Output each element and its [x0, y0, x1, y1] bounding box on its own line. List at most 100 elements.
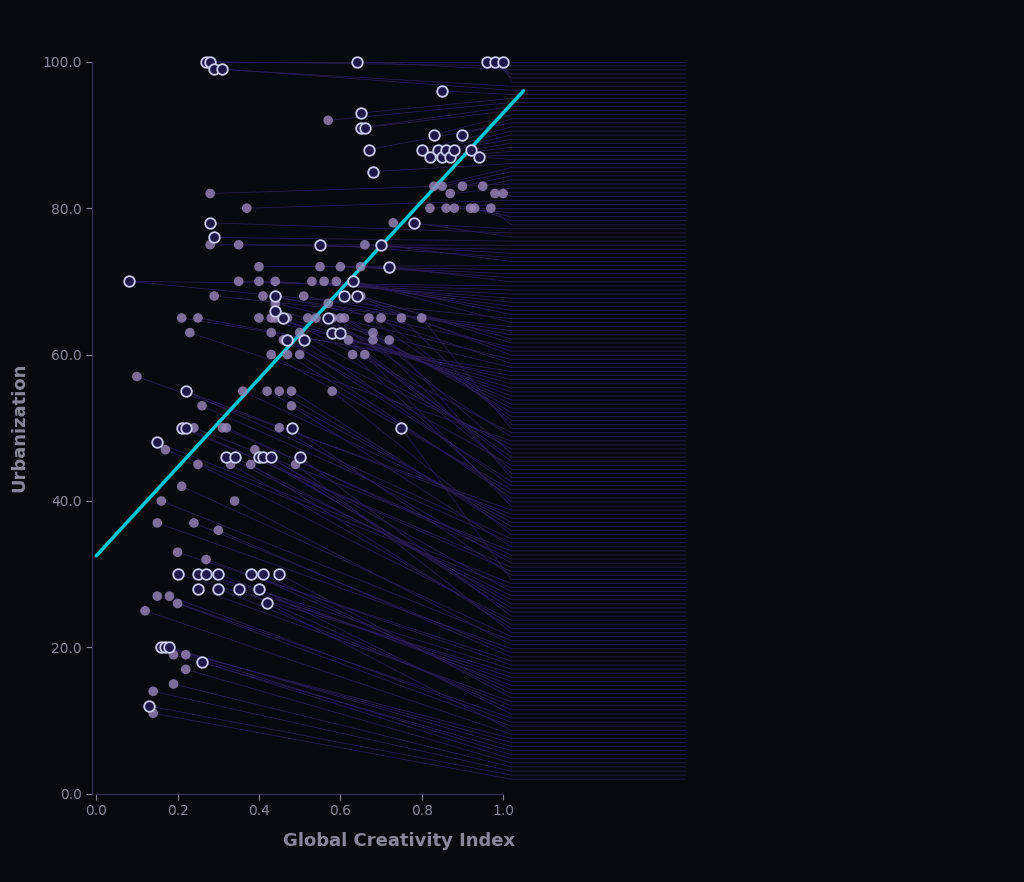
Point — [259, 385, 275, 399]
Point — [150, 436, 166, 450]
Point — [344, 274, 360, 288]
Point — [344, 348, 360, 362]
Point — [348, 289, 365, 303]
Point — [455, 128, 471, 142]
Point — [304, 274, 321, 288]
Point — [158, 443, 174, 457]
Point — [495, 186, 511, 200]
Point — [234, 385, 251, 399]
Point — [474, 179, 490, 193]
Point — [154, 640, 170, 654]
Point — [198, 552, 214, 566]
Point — [161, 589, 177, 603]
Point — [340, 333, 356, 347]
Point — [214, 62, 230, 76]
Point — [356, 237, 373, 252]
Point — [222, 457, 239, 471]
Point — [267, 289, 284, 303]
Point — [463, 143, 479, 157]
Point — [352, 106, 369, 120]
Point — [263, 311, 280, 325]
Point — [226, 450, 243, 464]
Point — [121, 274, 137, 288]
Point — [482, 201, 499, 215]
Point — [284, 385, 300, 399]
Point — [406, 216, 422, 230]
Point — [348, 55, 365, 69]
Point — [271, 421, 288, 435]
Point — [185, 421, 202, 435]
Point — [218, 421, 234, 435]
Point — [165, 677, 181, 691]
Point — [356, 121, 373, 135]
Point — [243, 567, 259, 581]
Point — [442, 150, 459, 164]
Point — [336, 289, 352, 303]
Point — [263, 325, 280, 340]
Point — [202, 186, 218, 200]
Point — [275, 333, 292, 347]
Point — [296, 289, 312, 303]
Point — [137, 603, 154, 617]
Point — [169, 567, 185, 581]
Point — [352, 259, 369, 273]
Point — [324, 385, 340, 399]
Point — [434, 84, 451, 98]
Point — [365, 164, 381, 178]
Point — [332, 311, 348, 325]
Point — [271, 567, 288, 581]
Point — [365, 333, 381, 347]
Point — [251, 259, 267, 273]
Point — [165, 647, 181, 662]
Point — [434, 179, 451, 193]
Point — [381, 333, 397, 347]
Point — [177, 385, 194, 399]
Point — [430, 143, 446, 157]
Point — [414, 311, 430, 325]
Point — [198, 567, 214, 581]
Point — [300, 311, 316, 325]
Point — [169, 545, 185, 559]
Point — [422, 150, 438, 164]
Point — [478, 55, 495, 69]
Point — [129, 370, 145, 384]
Point — [251, 450, 267, 464]
Point — [189, 582, 206, 596]
Point — [275, 311, 292, 325]
Point — [393, 421, 410, 435]
Point — [438, 143, 455, 157]
Point — [373, 311, 389, 325]
Point — [280, 333, 296, 347]
Point — [393, 311, 410, 325]
Point — [292, 348, 308, 362]
Point — [145, 706, 162, 721]
Point — [288, 457, 304, 471]
Point — [251, 274, 267, 288]
Point — [267, 274, 284, 288]
Point — [324, 311, 340, 325]
Point — [206, 62, 222, 76]
Point — [255, 567, 271, 581]
Point — [319, 311, 336, 325]
Point — [296, 333, 312, 347]
Point — [434, 150, 451, 164]
Point — [141, 699, 158, 713]
Point — [324, 325, 340, 340]
Point — [356, 348, 373, 362]
Point — [385, 216, 401, 230]
Point — [185, 516, 202, 530]
Point — [271, 385, 288, 399]
Point — [214, 421, 230, 435]
Point — [352, 121, 369, 135]
Point — [145, 684, 162, 699]
Point — [332, 325, 348, 340]
Point — [251, 311, 267, 325]
Point — [210, 523, 226, 537]
Point — [426, 179, 442, 193]
Point — [198, 55, 214, 69]
Point — [230, 582, 247, 596]
Point — [344, 274, 360, 288]
Point — [177, 421, 194, 435]
Point — [284, 421, 300, 435]
Point — [189, 457, 206, 471]
